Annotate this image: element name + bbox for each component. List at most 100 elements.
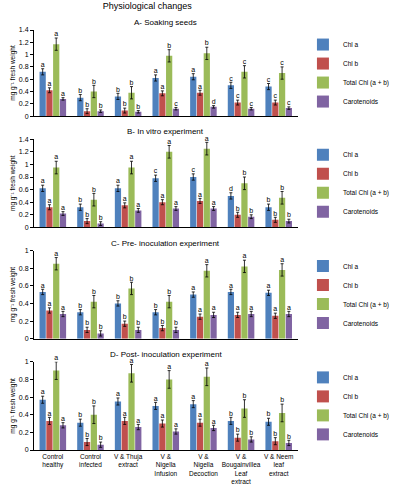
svg-text:Controlinfected: Controlinfected <box>79 453 102 468</box>
svg-text:b: b <box>236 205 240 212</box>
svg-text:mg g⁻¹ fresh weight: mg g⁻¹ fresh weight <box>9 45 17 101</box>
svg-text:c: c <box>280 59 284 66</box>
svg-text:1: 1 <box>25 358 29 365</box>
svg-text:0.2: 0.2 <box>19 211 29 218</box>
svg-text:C- Pre- inoculation experiment: C- Pre- inoculation experiment <box>111 239 220 248</box>
svg-text:Chl b: Chl b <box>343 393 359 400</box>
svg-text:a: a <box>160 192 164 199</box>
svg-text:b: b <box>99 214 103 221</box>
svg-text:b: b <box>78 87 82 94</box>
svg-text:b: b <box>92 288 96 295</box>
svg-text:b: b <box>78 196 82 203</box>
svg-text:c: c <box>154 167 158 174</box>
svg-text:a: a <box>160 83 164 90</box>
svg-text:0.4: 0.4 <box>19 411 29 418</box>
svg-text:b: b <box>236 426 240 433</box>
svg-text:b: b <box>136 319 140 326</box>
svg-text:b: b <box>160 318 164 325</box>
svg-text:b: b <box>99 102 103 109</box>
svg-text:a: a <box>54 30 58 37</box>
svg-text:b: b <box>85 211 89 218</box>
svg-text:0: 0 <box>25 335 29 342</box>
svg-text:c: c <box>174 100 178 107</box>
svg-text:1.2: 1.2 <box>19 148 29 155</box>
svg-text:b: b <box>85 101 89 108</box>
svg-text:V &BougainvilleaLeafextract: V &BougainvilleaLeafextract <box>222 453 261 485</box>
svg-text:Chl a: Chl a <box>343 263 359 270</box>
svg-text:b: b <box>280 184 284 191</box>
svg-text:a: a <box>47 410 51 417</box>
svg-text:a: a <box>123 410 127 417</box>
svg-text:Physiological changes: Physiological changes <box>103 1 193 11</box>
svg-text:V & Neemleafextract: V & Neemleafextract <box>264 453 294 477</box>
svg-text:d: d <box>212 98 216 105</box>
svg-text:a: a <box>154 67 158 74</box>
svg-text:b: b <box>130 275 134 282</box>
svg-text:0.8: 0.8 <box>19 63 29 70</box>
svg-text:b: b <box>229 410 233 417</box>
svg-text:a: a <box>61 204 65 211</box>
svg-text:a: a <box>116 177 120 184</box>
svg-text:0: 0 <box>25 113 29 120</box>
svg-text:Chl b: Chl b <box>343 170 359 177</box>
svg-text:b: b <box>267 411 271 418</box>
svg-text:c: c <box>243 58 247 65</box>
svg-text:a: a <box>167 363 171 370</box>
svg-text:Total Chl (a + b): Total Chl (a + b) <box>343 189 389 197</box>
svg-text:b: b <box>242 169 246 176</box>
svg-text:a: a <box>136 201 140 208</box>
svg-text:a: a <box>267 282 271 289</box>
svg-text:1.2: 1.2 <box>19 39 29 46</box>
svg-text:b: b <box>99 434 103 441</box>
svg-text:c: c <box>229 75 233 82</box>
svg-text:b: b <box>92 186 96 193</box>
svg-text:a: a <box>249 304 253 311</box>
svg-text:b: b <box>130 79 134 86</box>
svg-text:a: a <box>212 418 216 425</box>
svg-text:a: a <box>236 304 240 311</box>
svg-text:a: a <box>47 80 51 87</box>
svg-text:0: 0 <box>25 224 29 231</box>
svg-text:0.6: 0.6 <box>19 282 29 289</box>
svg-text:b: b <box>99 323 103 330</box>
svg-text:a: a <box>116 390 120 397</box>
svg-text:b: b <box>167 42 171 49</box>
svg-text:mg g⁻¹ fresh weight: mg g⁻¹ fresh weight <box>9 155 17 211</box>
svg-text:b: b <box>123 313 127 320</box>
svg-text:1.4: 1.4 <box>19 136 29 143</box>
svg-text:1.4: 1.4 <box>19 26 29 33</box>
svg-text:b: b <box>78 302 82 309</box>
svg-text:a: a <box>154 395 158 402</box>
svg-text:a: a <box>54 354 58 361</box>
svg-text:a: a <box>229 282 233 289</box>
svg-text:a: a <box>130 154 134 161</box>
svg-text:a: a <box>212 199 216 206</box>
svg-text:0.2: 0.2 <box>19 100 29 107</box>
svg-text:b: b <box>85 319 89 326</box>
svg-text:0.4: 0.4 <box>19 88 29 95</box>
svg-text:b: b <box>78 411 82 418</box>
svg-text:b: b <box>154 302 158 309</box>
svg-text:Chl a: Chl a <box>343 41 359 48</box>
svg-text:a: a <box>167 138 171 145</box>
svg-text:a: a <box>280 256 284 263</box>
svg-text:b: b <box>92 398 96 405</box>
svg-text:c: c <box>192 166 196 173</box>
svg-text:b: b <box>242 392 246 399</box>
svg-text:Total Chl (a + b): Total Chl (a + b) <box>343 301 389 309</box>
svg-text:mg g⁻¹ fresh weight: mg g⁻¹ fresh weight <box>9 267 17 323</box>
svg-text:0.2: 0.2 <box>19 318 29 325</box>
svg-text:b: b <box>249 207 253 214</box>
svg-text:Carotenoids: Carotenoids <box>343 98 379 105</box>
svg-text:a: a <box>198 306 202 313</box>
svg-text:0.6: 0.6 <box>19 76 29 83</box>
svg-text:a: a <box>191 393 195 400</box>
svg-text:a: a <box>198 83 202 90</box>
svg-text:V & Thujaextract: V & Thujaextract <box>114 453 143 468</box>
svg-text:Chl b: Chl b <box>343 282 359 289</box>
svg-text:c: c <box>267 76 271 83</box>
svg-text:a: a <box>41 177 45 184</box>
svg-text:a: a <box>54 154 58 161</box>
svg-text:a: a <box>287 304 291 311</box>
svg-text:a: a <box>47 300 51 307</box>
